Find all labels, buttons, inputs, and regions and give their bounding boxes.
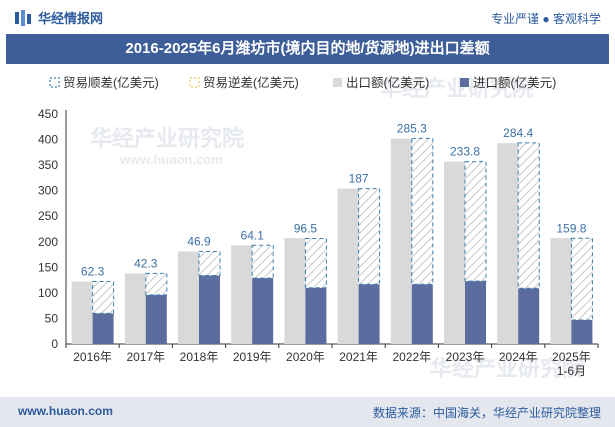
chart-title: 2016-2025年6月潍坊市(境内目的地/货源地)进出口差额 <box>6 34 609 64</box>
export-bar <box>124 273 146 344</box>
import-bar <box>305 287 327 344</box>
export-bar <box>284 238 306 344</box>
surplus-value-label: 42.3 <box>134 256 158 270</box>
footer-source: 数据来源：中国海关，华经产业研究院整理 <box>372 406 601 420</box>
x-tick-label: 2021年 <box>339 350 378 364</box>
export-bar <box>337 188 359 344</box>
legend: 贸易顺差(亿美元) 贸易逆差(亿美元) 出口额(亿美元) 进口额(亿美元) <box>49 75 556 90</box>
surplus-value-label: 62.3 <box>81 264 105 278</box>
surplus-bar <box>517 142 540 289</box>
axes: 0 50 100 150 200 250 300 350 400 450 2016年 2017年 201… <box>38 107 599 378</box>
x-tick-label: 2024年 <box>499 350 538 364</box>
import-bar <box>92 313 114 344</box>
surplus-bar <box>304 237 327 289</box>
y-tick-label: 100 <box>38 286 58 300</box>
footer: www.huaon.com 数据来源：中国海关，华经产业研究院整理 <box>0 397 615 427</box>
legend-label-2: 贸易逆差(亿美元) <box>203 75 299 90</box>
surplus-value-label: 187 <box>349 172 369 186</box>
top-bar: 华经情报网 专业严谨 ● 客观科学 <box>0 0 615 34</box>
x-tick-label: 2019年 <box>233 350 272 364</box>
footer-website: www.huaon.com <box>18 404 113 418</box>
y-tick-label: 350 <box>38 158 58 172</box>
watermark-text: 华经产业研究院 <box>380 76 534 101</box>
surplus-value-label: 284.4 <box>503 126 533 140</box>
legend-label-3: 出口额(亿美元) <box>346 75 429 90</box>
export-bar <box>444 161 465 344</box>
import-bar <box>145 294 167 344</box>
watermark-text: 华经产业研究院 <box>430 356 584 381</box>
surplus-value-label: 233.8 <box>450 145 480 159</box>
import-bar <box>465 281 486 344</box>
surplus-value-label: 64.1 <box>241 228 265 242</box>
x-tick-label: 2025年 <box>552 350 591 364</box>
surplus-value-label: 159.8 <box>556 221 586 235</box>
export-bar <box>71 281 93 344</box>
watermark-url: www.huaon.com <box>119 152 223 167</box>
y-tick-label: 0 <box>51 337 58 351</box>
export-bar <box>178 251 199 344</box>
legend-swatch-1 <box>49 77 60 88</box>
surplus-value-label: 96.5 <box>294 221 318 235</box>
legend-swatch-3 <box>333 78 342 87</box>
surplus-bar <box>464 161 487 282</box>
x-tick-label: 2017年 <box>126 350 165 364</box>
import-bar <box>358 284 380 344</box>
y-tick-label: 200 <box>38 235 58 249</box>
surplus-value-label: 46.9 <box>187 235 211 249</box>
surplus-bar <box>145 272 168 296</box>
x-tick-label: 2018年 <box>180 350 219 364</box>
export-bar <box>550 238 572 344</box>
watermark-text: 华经产业研究院 <box>90 126 244 151</box>
export-bar <box>497 143 519 344</box>
import-bar <box>252 278 274 344</box>
x-tick-label: 2016年 <box>73 350 112 364</box>
brand-name: 华经情报网 <box>38 11 104 26</box>
tagline: 专业严谨 ● 客观科学 <box>491 12 601 26</box>
y-tick-label: 300 <box>38 184 58 198</box>
brand: 华经情报网 <box>14 8 103 27</box>
legend-label-1: 贸易顺差(亿美元) <box>63 75 159 90</box>
x-tick-label: 2020年 <box>286 350 325 364</box>
y-tick-label: 50 <box>45 311 59 325</box>
surplus-bar <box>570 237 593 321</box>
legend-label-4: 进口额(亿美元) <box>473 75 556 90</box>
import-bar <box>411 284 433 344</box>
y-tick-label: 250 <box>38 209 58 223</box>
huajing-logo-icon <box>15 9 31 26</box>
bars: 62.3 42.3 46.9 64.1 96.5 187 285.3 233.8 284.4 15… <box>71 121 593 344</box>
x-tick-label: 2023年 <box>446 350 485 364</box>
y-tick-label: 450 <box>38 107 58 121</box>
import-bar <box>199 275 220 344</box>
surplus-bar <box>251 244 274 279</box>
import-bar <box>518 288 540 344</box>
y-tick-label: 400 <box>38 133 58 147</box>
surplus-bar <box>92 280 115 314</box>
export-bar <box>390 138 412 344</box>
surplus-bar <box>411 137 434 285</box>
surplus-bar <box>198 251 221 277</box>
export-bar <box>231 245 253 344</box>
surplus-value-label: 285.3 <box>397 121 427 135</box>
y-tick-label: 150 <box>38 260 58 274</box>
x-tick-label: 1-6月 <box>557 364 586 378</box>
legend-swatch-2 <box>189 77 200 88</box>
legend-swatch-4 <box>460 78 469 87</box>
surplus-bar <box>358 188 381 285</box>
x-tick-label: 2022年 <box>392 350 431 364</box>
import-bar <box>571 319 593 344</box>
